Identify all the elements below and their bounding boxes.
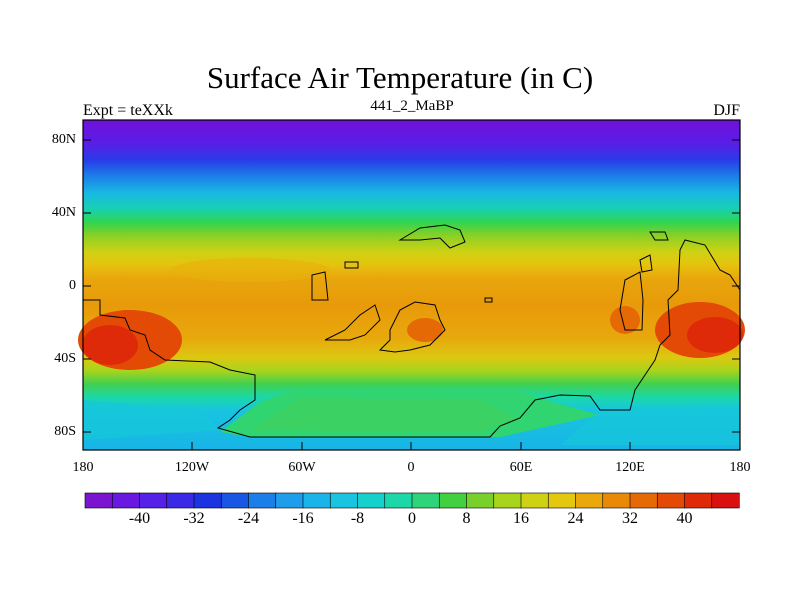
colorbar-box [438, 492, 468, 509]
lon-label-180-west: 180 [72, 460, 94, 475]
lon-label-60e: 60E [509, 460, 533, 475]
lon-label-120w: 120W [174, 460, 210, 475]
colorbar-label: -24 [237, 510, 260, 527]
colorbar-box [384, 492, 413, 509]
lat-label-80s: 80S [54, 424, 76, 439]
lat-label-80n: 80N [51, 132, 76, 147]
colorbar-box [602, 492, 631, 509]
experiment-label: Expt = teXXk [83, 102, 173, 119]
colorbar-box [166, 492, 195, 509]
colorbar-label: 24 [567, 510, 584, 527]
colorbar-label: -40 [128, 510, 151, 527]
period-label: 441_2_MaBP [370, 98, 454, 114]
colorbar-label: -16 [292, 510, 314, 527]
colorbar-box [547, 492, 577, 509]
colorbar-box [466, 492, 495, 509]
colorbar-box [193, 492, 222, 509]
colorbar-box [411, 492, 440, 509]
colorbar-box [493, 492, 522, 509]
lon-label-180-east: 180 [729, 460, 751, 475]
colorbar-box [329, 492, 359, 509]
colorbar-box [711, 492, 740, 509]
axis-ticks [83, 139, 740, 450]
colorbar-label: -32 [183, 510, 205, 527]
colorbar-box [84, 492, 113, 509]
colorbar-label: 8 [462, 510, 471, 527]
colorbar-box [575, 492, 604, 509]
lon-label-60w: 60W [288, 460, 316, 475]
colorbar-box [629, 492, 658, 509]
lat-label-40n: 40N [51, 205, 76, 220]
colorbar-box [220, 492, 250, 509]
colorbar-label: 32 [622, 510, 638, 527]
colorbar-box [302, 492, 331, 509]
colorbar-label: 40 [676, 510, 693, 527]
colorbar-box [139, 492, 168, 509]
temperature-patches [78, 258, 745, 445]
colorbar-label: -8 [350, 510, 365, 527]
season-label: DJF [713, 102, 740, 119]
lon-label-0: 0 [407, 460, 415, 475]
colorbar-box [248, 492, 277, 509]
colorbar-box [656, 492, 686, 509]
lat-label-40s: 40S [54, 351, 76, 366]
colorbar [84, 492, 740, 509]
colorbar-box [275, 492, 304, 509]
coastlines [83, 224, 741, 438]
colorbar-label: 16 [513, 510, 529, 527]
map-title: Surface Air Temperature (in C) [206, 60, 594, 95]
colorbar-box [357, 492, 386, 509]
lon-label-120e: 120E [615, 460, 645, 475]
lat-label-0: 0 [69, 278, 76, 293]
colorbar-box [520, 492, 549, 509]
colorbar-box [111, 492, 141, 509]
colorbar-box [684, 492, 713, 509]
colorbar-label: 0 [408, 510, 416, 527]
